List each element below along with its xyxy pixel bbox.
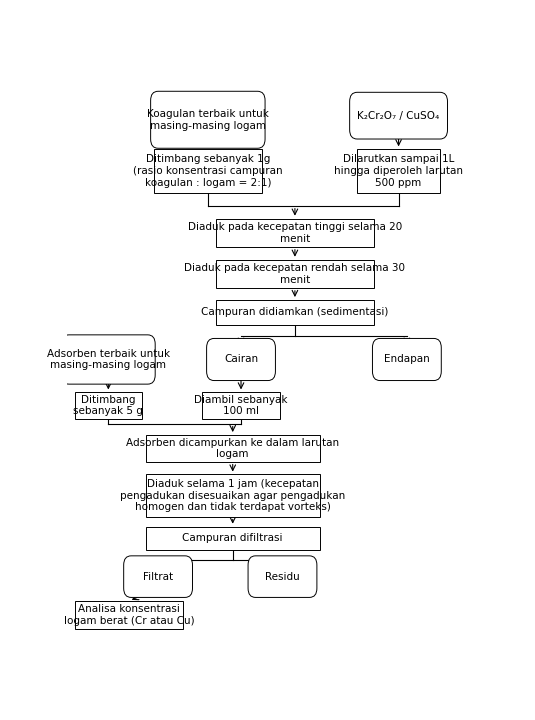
Text: Adsorben dicampurkan ke dalam larutan
logam: Adsorben dicampurkan ke dalam larutan lo… [126, 438, 339, 459]
Text: Adsorben terbaik untuk
masing-masing logam: Adsorben terbaik untuk masing-masing log… [47, 348, 170, 370]
Text: Koagulan terbaik untuk
masing-masing logam: Koagulan terbaik untuk masing-masing log… [147, 109, 269, 130]
Text: Diaduk selama 1 jam (kecepatan
pengadukan disesuaikan agar pengadukan
homogen da: Diaduk selama 1 jam (kecepatan pengaduka… [120, 479, 346, 512]
FancyBboxPatch shape [372, 338, 441, 381]
Text: Analisa konsentrasi
logam berat (Cr atau Cu): Analisa konsentrasi logam berat (Cr atau… [64, 604, 194, 626]
FancyBboxPatch shape [350, 92, 447, 139]
Text: Ditimbang sebanyak 1g
(rasio konsentrasi campuran
koagulan : logam = 2:1): Ditimbang sebanyak 1g (rasio konsentrasi… [133, 155, 282, 188]
FancyBboxPatch shape [146, 474, 320, 516]
FancyBboxPatch shape [202, 392, 280, 419]
FancyBboxPatch shape [357, 149, 440, 193]
FancyBboxPatch shape [216, 260, 373, 288]
Text: Diaduk pada kecepatan rendah selama 30
menit: Diaduk pada kecepatan rendah selama 30 m… [185, 263, 406, 284]
Text: Residu: Residu [265, 572, 300, 582]
Text: Dilarutkan sampai 1L
hingga diperoleh larutan
500 ppm: Dilarutkan sampai 1L hingga diperoleh la… [334, 155, 463, 188]
Text: Diaduk pada kecepatan tinggi selama 20
menit: Diaduk pada kecepatan tinggi selama 20 m… [188, 222, 402, 243]
FancyBboxPatch shape [146, 526, 320, 549]
Text: Ditimbang
sebanyak 5 g: Ditimbang sebanyak 5 g [73, 395, 143, 416]
FancyBboxPatch shape [248, 556, 317, 598]
Text: Diambil sebanyak
100 ml: Diambil sebanyak 100 ml [194, 395, 288, 416]
Text: Campuran difiltrasi: Campuran difiltrasi [182, 533, 283, 543]
FancyBboxPatch shape [207, 338, 276, 381]
Text: Cairan: Cairan [224, 354, 258, 364]
FancyBboxPatch shape [216, 219, 373, 247]
Text: Filtrat: Filtrat [143, 572, 173, 582]
FancyBboxPatch shape [154, 149, 262, 193]
FancyBboxPatch shape [75, 392, 141, 419]
FancyBboxPatch shape [216, 300, 373, 325]
FancyBboxPatch shape [75, 601, 183, 629]
FancyBboxPatch shape [124, 556, 193, 598]
FancyBboxPatch shape [62, 335, 155, 384]
Text: Campuran didiamkan (sedimentasi): Campuran didiamkan (sedimentasi) [201, 307, 388, 318]
Text: Endapan: Endapan [384, 354, 430, 364]
FancyBboxPatch shape [151, 91, 265, 148]
Text: K₂Cr₂O₇ / CuSO₄: K₂Cr₂O₇ / CuSO₄ [357, 111, 440, 121]
FancyBboxPatch shape [146, 435, 320, 462]
